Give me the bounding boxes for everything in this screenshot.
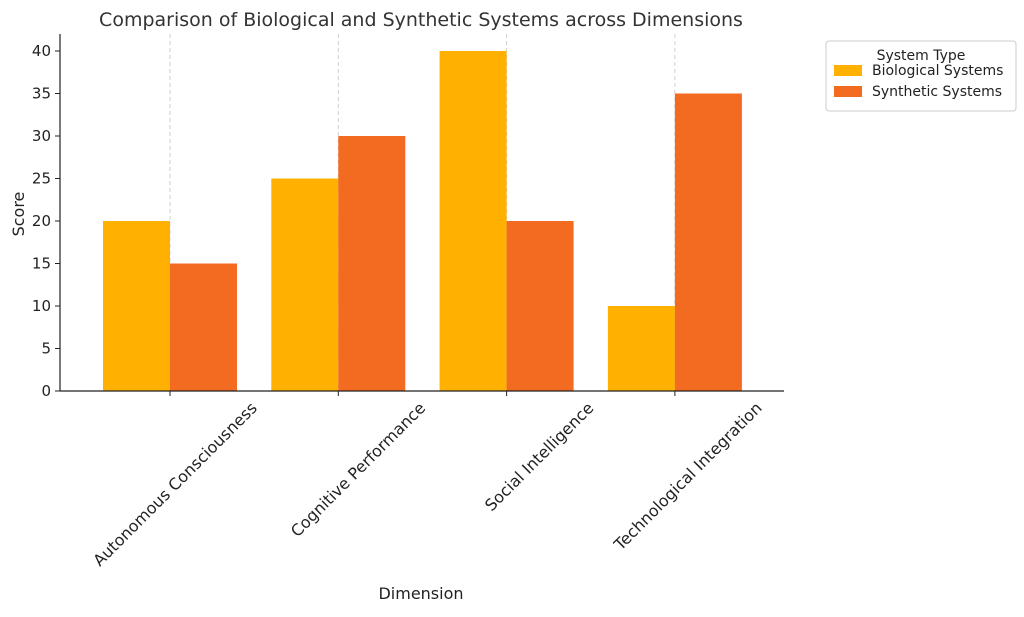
y-tick-label-2: 10 bbox=[32, 297, 51, 315]
grid-lines bbox=[169, 34, 676, 391]
y-ticks: 0 5 10 15 20 25 30 35 40 bbox=[32, 42, 60, 400]
bar-series-0-3 bbox=[607, 306, 675, 391]
bar-series-1-0 bbox=[170, 263, 237, 391]
legend-items: Biological Systems Synthetic Systems bbox=[834, 63, 1003, 100]
bar-series-0-1 bbox=[271, 178, 339, 391]
chart-title: Comparison of Biological and Synthetic S… bbox=[99, 9, 743, 31]
legend-frame bbox=[825, 40, 1017, 112]
y-tick-label-5: 25 bbox=[32, 170, 51, 188]
bar-series-1-3 bbox=[674, 93, 742, 391]
y-tick-label-4: 20 bbox=[32, 212, 51, 230]
legend-swatch-0 bbox=[834, 65, 862, 76]
y-tick-label-7: 35 bbox=[32, 85, 51, 103]
bar-series-1-2 bbox=[506, 221, 574, 391]
y-axis-label: Score bbox=[9, 192, 28, 237]
x-axis-label: Dimension bbox=[378, 584, 463, 603]
y-tick-label-0: 0 bbox=[41, 382, 51, 400]
y-tick-label-1: 5 bbox=[41, 340, 51, 358]
x-tick-label-3: Technological Integration bbox=[610, 398, 766, 554]
legend-label-1: Synthetic Systems bbox=[872, 84, 1002, 100]
legend-title: System Type bbox=[877, 48, 966, 64]
legend: System Type Biological Systems Synthetic … bbox=[825, 40, 1017, 112]
x-ticks: Autonomous Consciousness Cognitive Perfor… bbox=[89, 391, 766, 570]
x-tick-label-2: Social Intelligence bbox=[481, 398, 597, 514]
legend-swatch-1 bbox=[834, 86, 862, 97]
y-tick-label-6: 30 bbox=[32, 127, 51, 145]
y-tick-label-3: 15 bbox=[32, 255, 51, 273]
y-tick-label-8: 40 bbox=[32, 42, 51, 60]
bar-series-1-1 bbox=[338, 136, 406, 391]
x-tick-label-1: Cognitive Performance bbox=[287, 398, 429, 540]
bars bbox=[103, 51, 742, 391]
bar-series-0-2 bbox=[439, 51, 507, 391]
x-tick-label-0: Autonomous Consciousness bbox=[89, 398, 261, 570]
legend-label-0: Biological Systems bbox=[872, 63, 1003, 79]
bar-series-0-0 bbox=[103, 221, 170, 391]
